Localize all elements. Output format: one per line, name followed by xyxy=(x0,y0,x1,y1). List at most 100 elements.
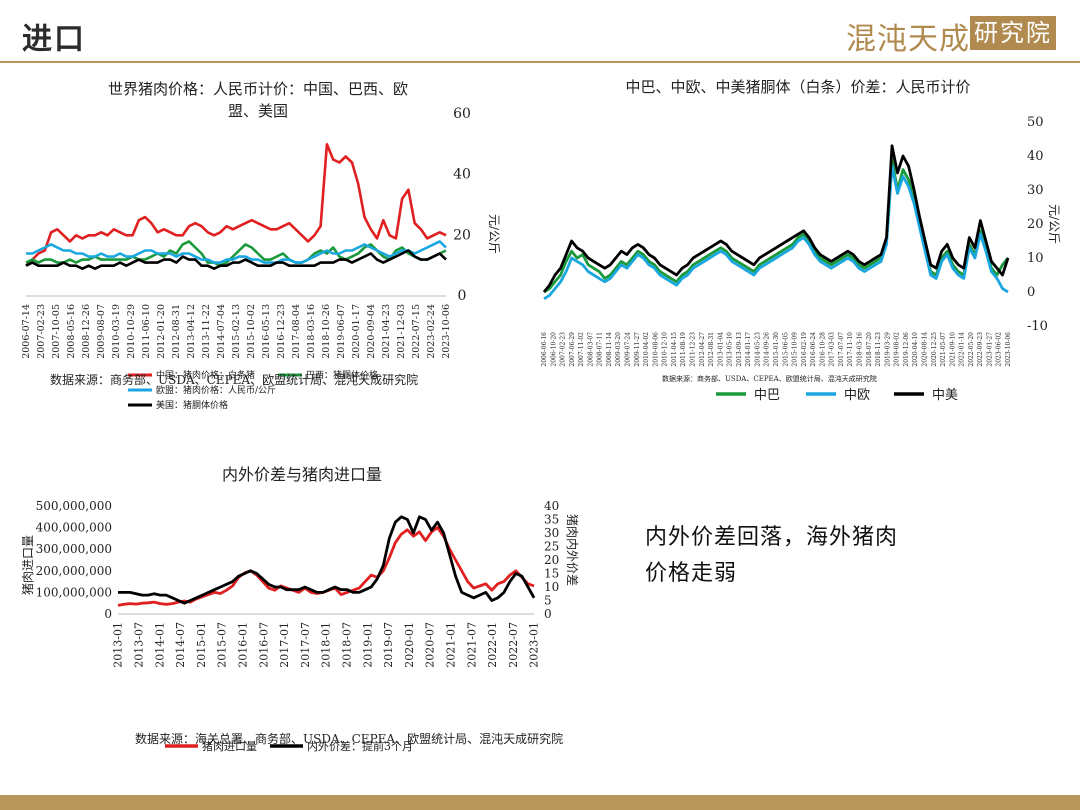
x-tick-label: 2014-05-23 xyxy=(754,332,761,367)
x-tick-label: 2011-08-19 xyxy=(680,332,687,367)
x-tick-label: 2007-06-29 xyxy=(569,332,576,367)
x-tick-label: 2010-10-29 xyxy=(126,304,137,359)
x-tick-label: 2016-07 xyxy=(257,622,270,668)
x-tick-label: 2020-01-17 xyxy=(351,304,362,359)
series-line-1 xyxy=(543,164,1009,300)
x-tick-label: 2006-10-20 xyxy=(550,332,557,367)
x-tick-label: 2012-08-31 xyxy=(171,304,182,359)
x-tick-label: 2018-07-20 xyxy=(866,332,873,367)
y-tick-label: 40 xyxy=(1027,149,1044,164)
y-tick-label: 15 xyxy=(544,567,559,581)
x-tick-label: 2010-12-10 xyxy=(662,332,669,367)
x-tick-label: 2019-06-07 xyxy=(336,304,347,359)
page-title: 进口 xyxy=(22,22,86,57)
legend-zhongba: 中巴 xyxy=(754,388,780,403)
x-tick-label: 2021-12-03 xyxy=(396,304,407,359)
x-tick-label: 2018-01 xyxy=(320,622,333,668)
note-line-2: 价格走弱 xyxy=(645,561,738,586)
header-divider xyxy=(0,61,1080,63)
x-tick-label: 2008-12-26 xyxy=(81,304,92,359)
x-tick-label: 2013-07 xyxy=(132,622,145,668)
y-tick-label: 35 xyxy=(544,513,559,527)
chart-title: 世界猪肉价格：人民币计价：中国、巴西、欧 xyxy=(108,80,408,98)
y-tick-label: 10 xyxy=(1027,251,1044,266)
x-tick-label: 2017-07 xyxy=(299,622,312,668)
series-line-2 xyxy=(26,240,447,264)
x-tick-label: 2013-04-12 xyxy=(186,304,197,359)
y-tick-label: -10 xyxy=(1027,319,1048,334)
logo-box: 研究院 xyxy=(970,16,1056,50)
x-tick-label: 2022-05-20 xyxy=(968,332,975,367)
x-tick-label: 2019-01 xyxy=(361,622,374,668)
y-tick-label: 5 xyxy=(544,594,552,608)
x-tick-label: 2009-03-20 xyxy=(615,332,622,367)
source-note: 数据来源：海关总署、商务部、USDA、CEPEA、欧盟统计局、混沌天成研究院 xyxy=(135,731,563,746)
legend-diff: 内外价差：提前3个月 xyxy=(307,739,413,753)
x-tick-label: 2007-02-23 xyxy=(560,332,567,367)
x-tick-label: 2022-01-14 xyxy=(959,332,966,367)
x-tick-label: 2008-05-16 xyxy=(66,304,77,359)
brand-logo: 混沌天成 研究院 xyxy=(846,14,1056,57)
y-tick-label: 300,000,000 xyxy=(36,542,112,556)
x-tick-label: 2009-11-27 xyxy=(634,332,641,367)
source-note: 数据来源：商务部、USDA、CEPEA、欧盟统计局、混沌天成研究院 xyxy=(662,374,877,383)
x-tick-label: 2018-03-16 xyxy=(306,304,317,359)
y-tick-label: 40 xyxy=(453,167,471,183)
x-tick-label: 2015-06-05 xyxy=(782,332,789,367)
x-tick-label: 2019-08-02 xyxy=(894,332,901,367)
legend-import: 猪肉进口量 xyxy=(202,740,257,753)
x-tick-label: 2011-12-23 xyxy=(689,332,696,367)
x-tick-label: 2014-01 xyxy=(153,622,166,668)
x-tick-label: 2012-04-27 xyxy=(699,332,706,367)
x-tick-label: 2014-09-26 xyxy=(764,332,771,367)
x-tick-label: 2008-03-07 xyxy=(587,332,594,367)
x-tick-label: 2009-07-24 xyxy=(625,332,632,367)
x-tick-label: 2016-05-13 xyxy=(261,304,272,359)
x-tick-label: 2008-11-14 xyxy=(606,332,613,367)
legend-zhongmei: 中美 xyxy=(932,388,958,403)
x-tick-label: 2007-11-02 xyxy=(578,332,585,367)
series-line-0 xyxy=(25,143,447,267)
y-tick-label: 30 xyxy=(1027,183,1044,198)
y-tick-label: 50 xyxy=(1027,115,1044,130)
legend-brazil: 巴西：猪胴体价格 xyxy=(306,369,378,381)
x-tick-label: 2017-07-07 xyxy=(838,332,845,367)
series-line-3 xyxy=(25,249,447,270)
x-tick-label: 2020-07 xyxy=(424,622,437,668)
x-tick-label: 2016-12-23 xyxy=(276,304,287,359)
x-tick-label: 2020-08-14 xyxy=(921,332,928,367)
x-tick-label: 2011-06-10 xyxy=(141,304,152,359)
x-tick-label: 2012-08-31 xyxy=(708,332,715,367)
x-tick-label: 2016-02-19 xyxy=(801,332,808,367)
x-tick-label: 2018-10-26 xyxy=(321,304,332,359)
conclusion-note: 内外价差回落，海外猪肉 价格走弱 xyxy=(645,520,1005,592)
x-tick-label: 2013-11-22 xyxy=(201,304,212,359)
x-tick-label: 2022-07-15 xyxy=(411,304,422,359)
note-line-1: 内外价差回落，海外猪肉 xyxy=(645,525,899,550)
x-tick-label: 2011-04-15 xyxy=(671,332,678,367)
x-tick-label: 2022-01 xyxy=(486,622,499,668)
x-tick-label: 2023-01-27 xyxy=(986,332,993,367)
y-tick-label: 0 xyxy=(458,288,467,304)
x-tick-label: 2019-03-29 xyxy=(884,332,891,367)
x-tick-label: 2006-06-16 xyxy=(541,332,548,367)
y-axis-label: 元/公斤 xyxy=(487,214,501,254)
x-tick-label: 2023-06-02 xyxy=(996,332,1003,367)
x-tick-label: 2016-06-24 xyxy=(810,332,817,367)
x-tick-label: 2015-07 xyxy=(216,622,229,668)
y-tick-label: 25 xyxy=(544,540,559,554)
y-axis-label-left: 猪肉进口量 xyxy=(21,535,35,595)
legend-zhongou: 中欧 xyxy=(844,388,870,403)
x-tick-label: 2014-01-17 xyxy=(745,332,752,367)
x-tick-label: 2013-01 xyxy=(112,622,125,668)
x-tick-label: 2016-01 xyxy=(236,622,249,668)
series-line-2 xyxy=(542,144,1010,293)
legend-eu: 欧盟：猪肉价格：人民币/公斤 xyxy=(156,384,276,396)
y-tick-label: 100,000,000 xyxy=(36,585,112,599)
x-tick-label: 2017-01 xyxy=(278,622,291,668)
x-tick-label: 2021-07 xyxy=(465,622,478,668)
y-tick-label: 0 xyxy=(1027,285,1035,300)
x-tick-label: 2021-04-23 xyxy=(381,304,392,359)
y-tick-label: 20 xyxy=(1027,217,1044,232)
y-tick-label: 30 xyxy=(544,526,559,540)
